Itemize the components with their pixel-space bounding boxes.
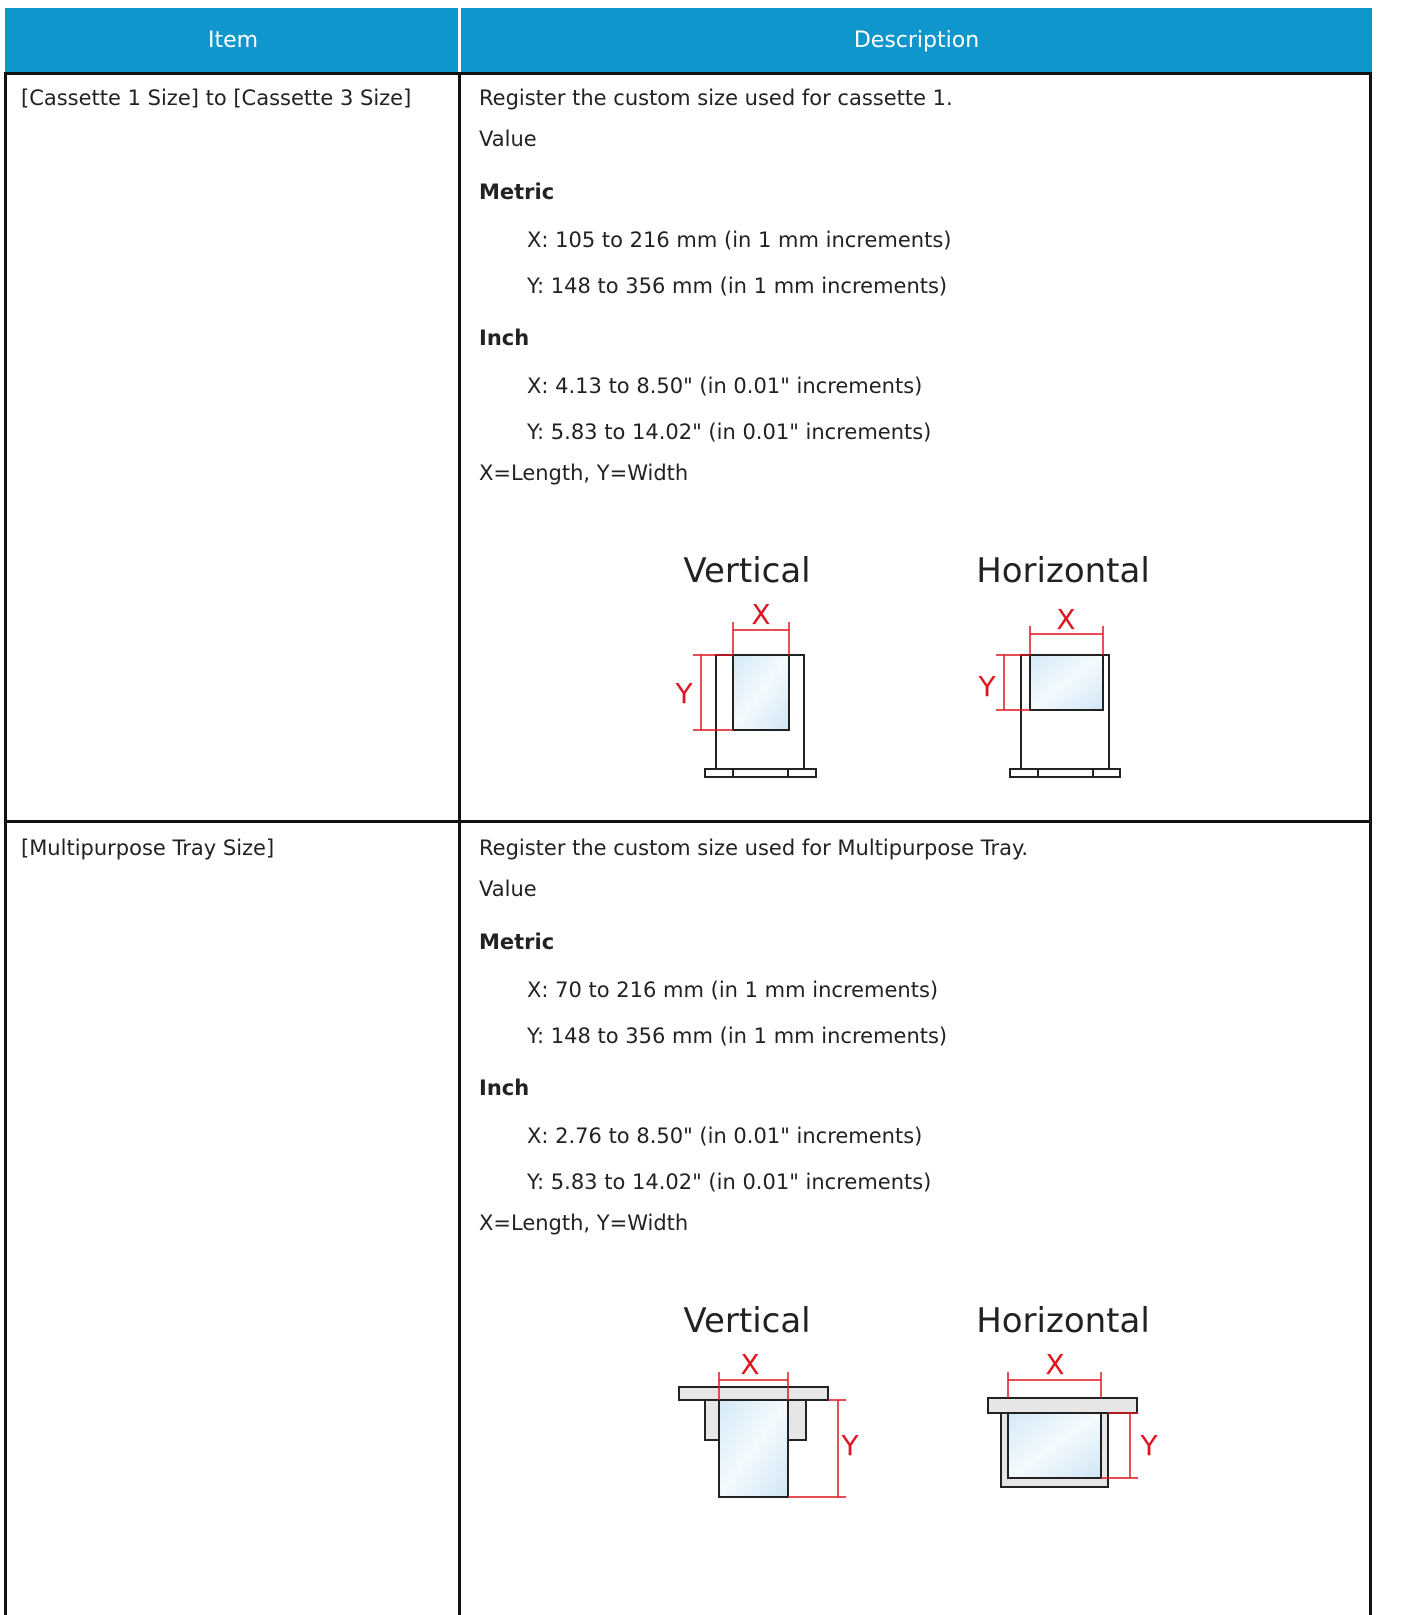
range-line: Y: 148 to 356 mm (in 1 mm increments) [527, 1024, 948, 1048]
range-line: Y: 5.83 to 14.02" (in 0.01" increments) [527, 1170, 932, 1194]
dimension-label: X [740, 1348, 759, 1381]
figure-label: Horizontal [976, 1301, 1150, 1341]
dimension-label: Y [977, 670, 996, 703]
border [458, 72, 461, 1615]
range-line: Y: 5.83 to 14.02" (in 0.01" increments) [527, 420, 932, 444]
intro: Register the custom size used for casset… [479, 86, 953, 110]
dimension-label: Y [1139, 1429, 1158, 1462]
range-line: Y: 148 to 356 mm (in 1 mm increments) [527, 274, 948, 298]
header-description: Description [461, 8, 1372, 72]
range-line: X: 105 to 216 mm (in 1 mm increments) [527, 228, 952, 252]
range-line: X: 70 to 216 mm (in 1 mm increments) [527, 978, 939, 1002]
group-heading: Inch [479, 326, 530, 350]
figure-label: Vertical [683, 1301, 810, 1341]
value-label: Value [479, 127, 537, 151]
dimension-label: X [1045, 1348, 1064, 1381]
item: [Cassette 1 Size] to [Cassette 3 Size] [21, 86, 412, 110]
border [4, 820, 1372, 823]
dimension-label: X [751, 598, 770, 631]
figure-label: Horizontal [976, 551, 1150, 591]
note: X=Length, Y=Width [479, 461, 689, 485]
border [4, 72, 7, 1615]
value-label: Value [479, 877, 537, 901]
group-heading: Metric [479, 930, 555, 954]
intro: Register the custom size used for Multip… [479, 836, 1029, 860]
figure-label: Vertical [683, 551, 810, 591]
group-heading: Inch [479, 1076, 530, 1100]
dimension-label: X [1056, 603, 1075, 636]
border [1369, 72, 1372, 1615]
item: [Multipurpose Tray Size] [21, 836, 275, 860]
range-line: X: 2.76 to 8.50" (in 0.01" increments) [527, 1124, 923, 1148]
dimension-label: Y [840, 1429, 859, 1462]
note: X=Length, Y=Width [479, 1211, 689, 1235]
border [4, 72, 1372, 75]
range-line: X: 4.13 to 8.50" (in 0.01" increments) [527, 374, 923, 398]
group-heading: Metric [479, 180, 555, 204]
dimension-label: Y [674, 677, 693, 710]
header-item: Item [5, 8, 461, 72]
header-divider [458, 8, 461, 72]
